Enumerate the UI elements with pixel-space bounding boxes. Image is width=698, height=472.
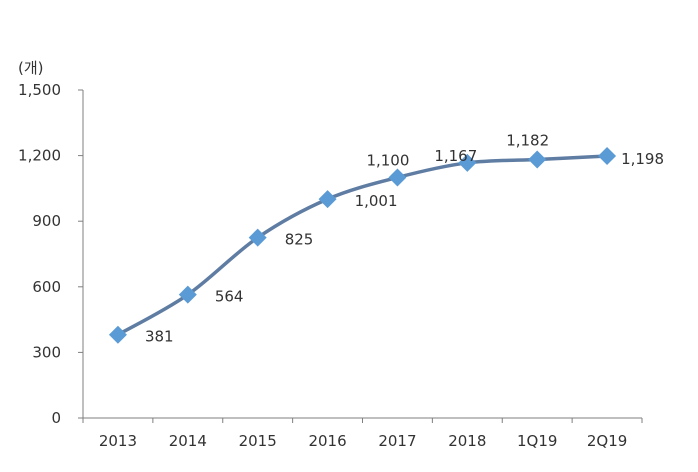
x-tick-label: 2015 xyxy=(239,432,277,450)
x-tick-label: 2017 xyxy=(378,432,416,450)
x-tick-label: 2013 xyxy=(99,432,137,450)
x-tick-label: 1Q19 xyxy=(517,432,557,450)
data-label: 1,100 xyxy=(366,151,409,169)
data-point-marker xyxy=(178,285,197,304)
series xyxy=(108,147,617,344)
x-tick-label: 2018 xyxy=(448,432,486,450)
data-label: 825 xyxy=(285,231,314,249)
data-point-marker xyxy=(458,153,477,172)
y-tick-label: 0 xyxy=(51,409,61,427)
data-label: 381 xyxy=(145,328,174,346)
data-point-marker xyxy=(318,190,337,209)
data-label: 1,167 xyxy=(434,147,477,165)
data-point-marker xyxy=(248,228,267,247)
data-point-marker xyxy=(528,150,547,169)
axes xyxy=(82,90,642,419)
data-labels: 381 564 825 1,001 1,100 1,167 1,182 1,198 xyxy=(145,132,664,346)
series-line xyxy=(117,154,608,337)
y-tick-label: 600 xyxy=(32,278,61,296)
data-point-marker xyxy=(388,168,407,187)
data-label: 564 xyxy=(215,288,244,306)
y-tick-label: 300 xyxy=(32,343,61,361)
x-tick-label: 2014 xyxy=(169,432,207,450)
y-tick-label: 900 xyxy=(32,212,61,230)
data-point-marker xyxy=(598,147,617,166)
y-axis-unit-label: (개) xyxy=(18,59,44,77)
data-label: 1,182 xyxy=(506,132,549,150)
y-tick-label: 1,500 xyxy=(18,81,61,99)
x-tick-label: 2Q19 xyxy=(587,432,627,450)
y-axis-ticks: 0 300 600 900 1,200 1,500 xyxy=(18,81,83,427)
data-label: 1,001 xyxy=(355,192,398,210)
y-tick-label: 1,200 xyxy=(18,147,61,165)
data-label: 1,198 xyxy=(621,150,664,168)
x-tick-label: 2016 xyxy=(308,432,346,450)
data-point-marker xyxy=(108,325,127,344)
x-axis-ticks: 2013 2014 2015 2016 2017 2018 1Q19 2Q19 xyxy=(82,418,643,450)
